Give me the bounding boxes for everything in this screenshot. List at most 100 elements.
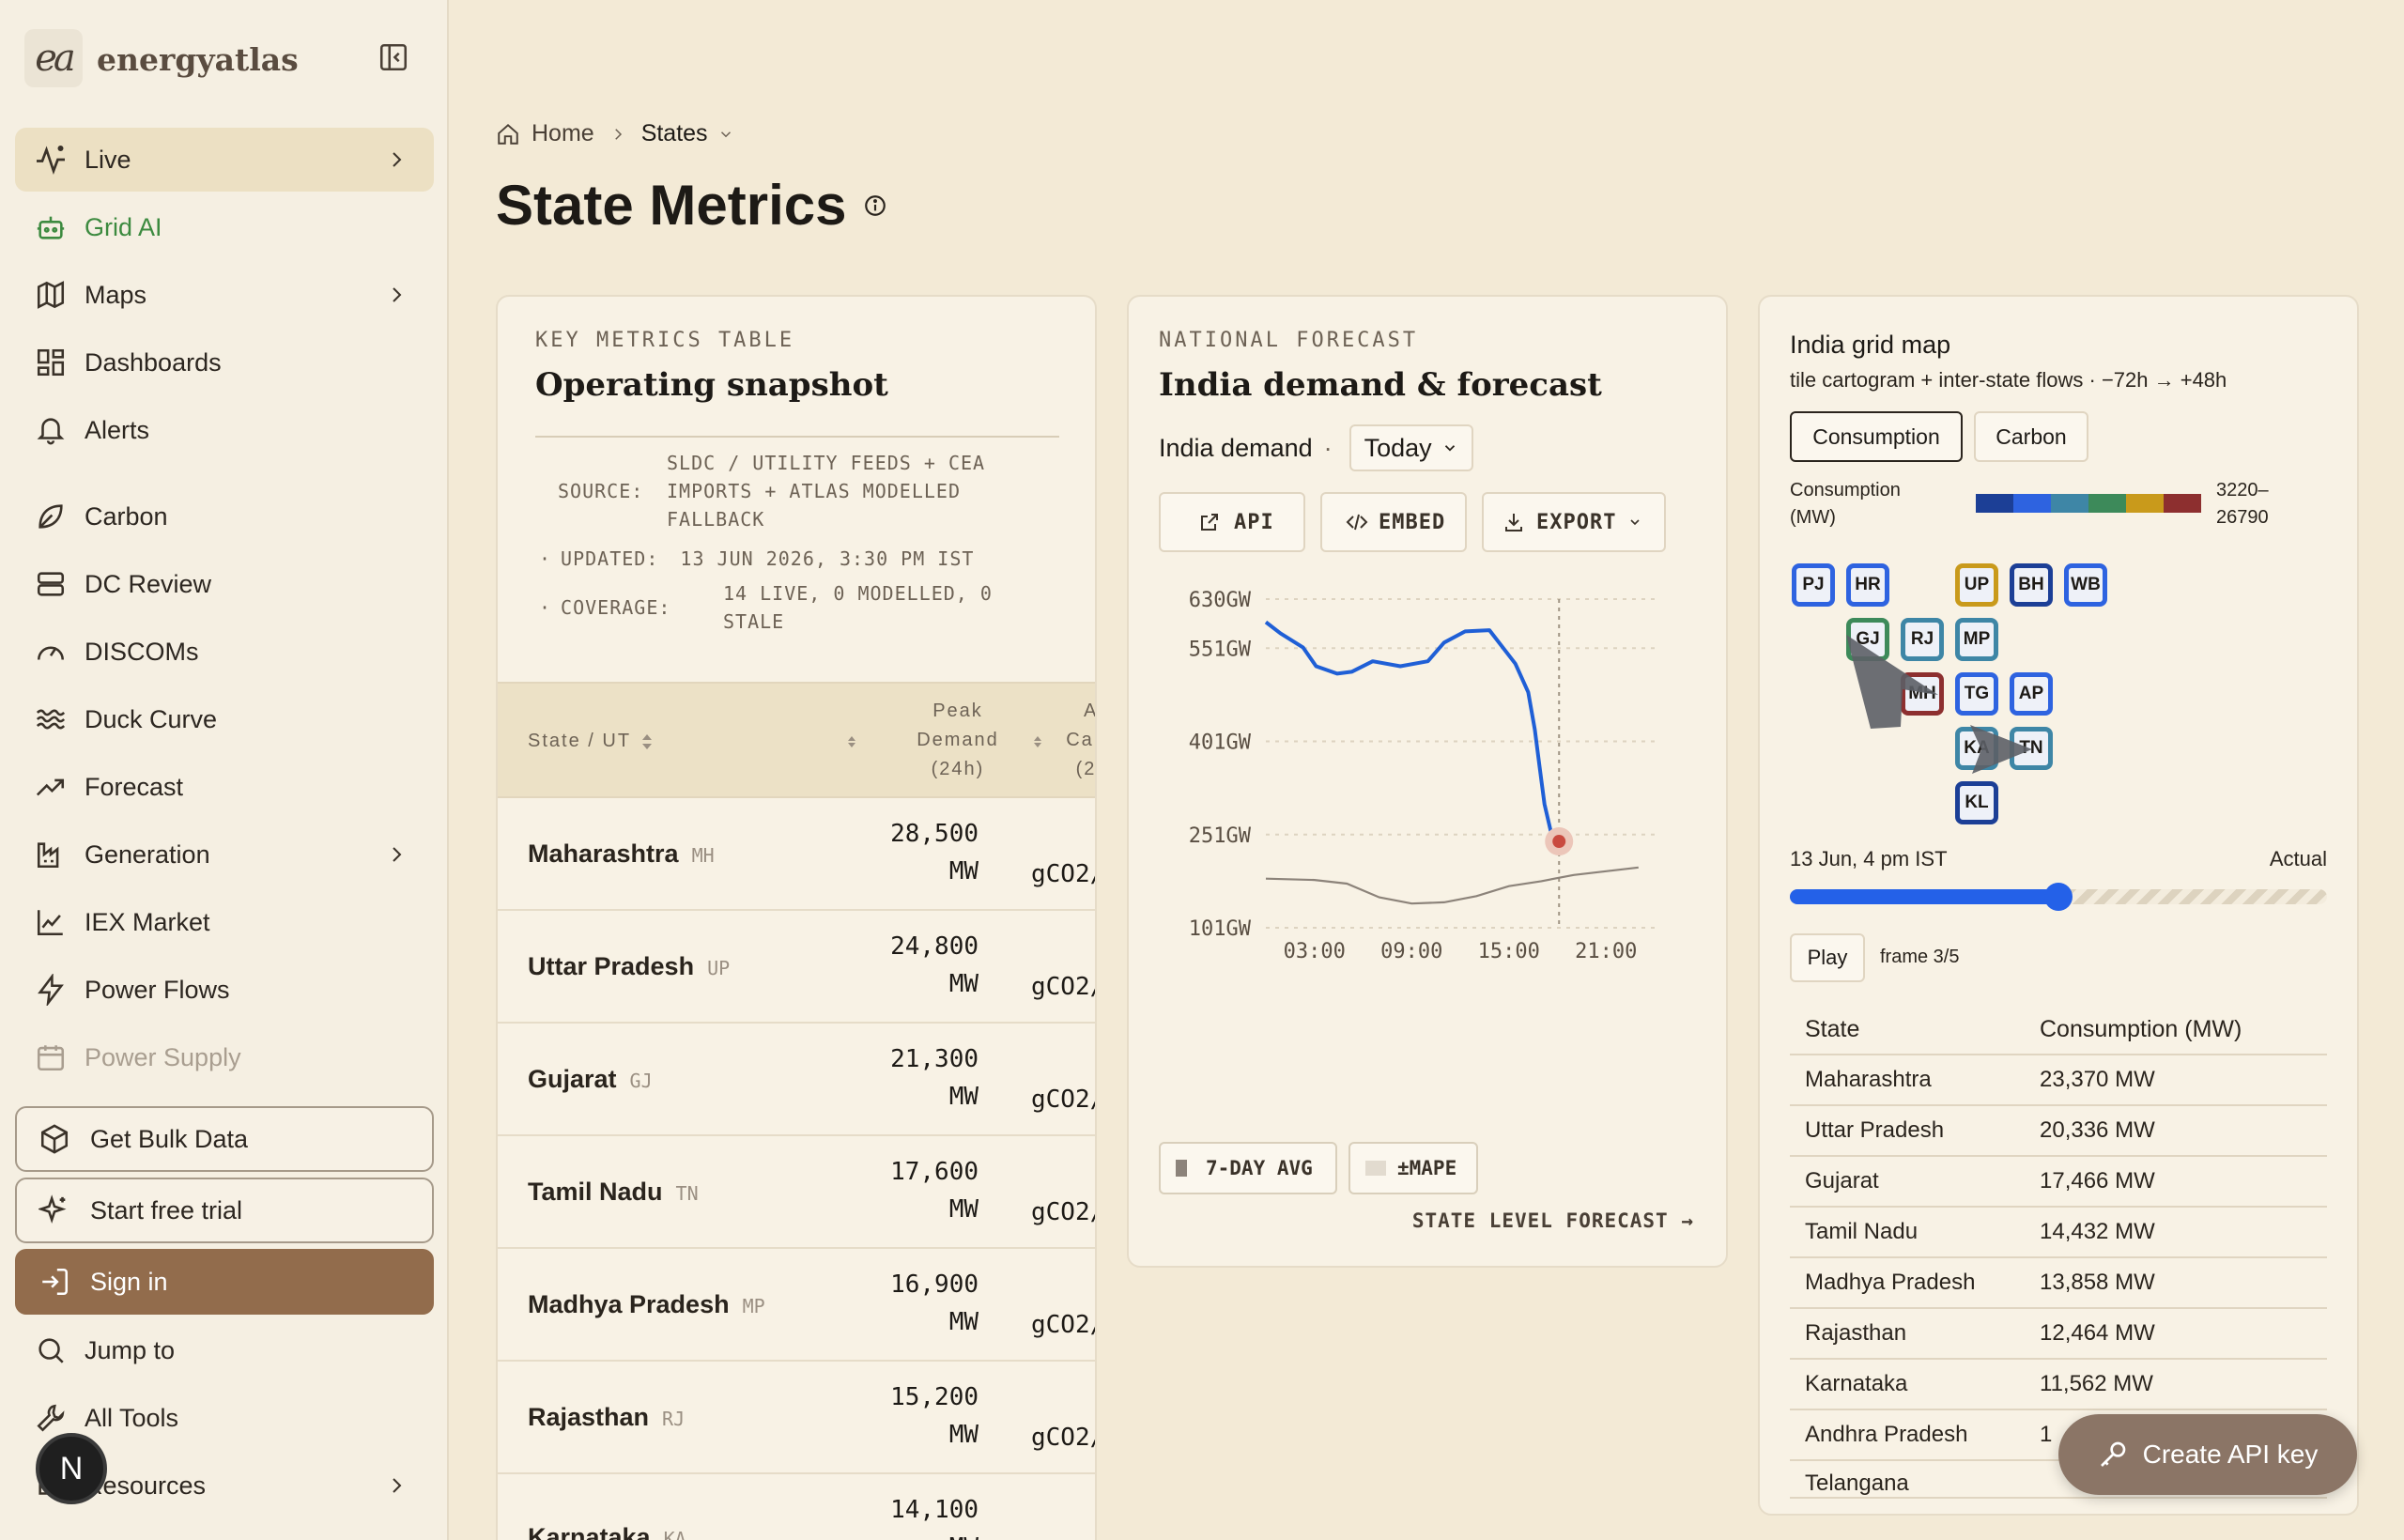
export-button[interactable]: EXPORT xyxy=(1482,492,1666,552)
tile-ap[interactable]: AP xyxy=(2010,672,2053,716)
sort-icon[interactable] xyxy=(847,734,856,749)
coverage-value: 14 LIVE, 0 MODELLED, 0 STALE xyxy=(723,582,993,633)
play-button[interactable]: Play xyxy=(1790,933,1865,982)
time-slider[interactable] xyxy=(1790,883,2327,911)
table-row[interactable]: Rajasthan 12,464 MW xyxy=(1790,1309,2327,1360)
tile-pj[interactable]: PJ xyxy=(1792,563,1835,607)
y-tick-label: 101GW xyxy=(1189,917,1252,941)
app-name[interactable]: energyatlas xyxy=(97,41,299,78)
tile-bh[interactable]: BH xyxy=(2010,563,2053,607)
sidebar-item-duck-curve[interactable]: Duck Curve xyxy=(15,687,434,751)
table-row[interactable]: Maharashtra 23,370 MW xyxy=(1790,1055,2327,1106)
carbon-toggle[interactable]: Carbon xyxy=(1974,411,2088,462)
column-peak-demand[interactable]: Peak Demand (24h) xyxy=(917,701,999,779)
sort-icon[interactable] xyxy=(640,732,654,751)
home-icon[interactable] xyxy=(496,122,520,146)
column-state[interactable]: State / UT xyxy=(528,727,654,756)
sidebar-item-discoms[interactable]: DISCOMs xyxy=(15,620,434,684)
sign-in-button[interactable]: Sign in xyxy=(15,1249,434,1315)
key-icon xyxy=(2098,1440,2128,1470)
collapse-sidebar-icon[interactable] xyxy=(378,41,409,73)
create-api-key-button[interactable]: Create API key xyxy=(2058,1414,2357,1495)
flow-arrows xyxy=(1846,635,2032,774)
tile-hr[interactable]: HR xyxy=(1846,563,1889,607)
tile-tn[interactable]: TN xyxy=(2010,727,2053,770)
sidebar-item-live[interactable]: Live xyxy=(15,128,434,192)
legend-swatch xyxy=(1365,1161,1386,1176)
table-row[interactable]: Karnataka 11,562 MW xyxy=(1790,1360,2327,1410)
card-eyebrow: KEY METRICS TABLE xyxy=(535,329,795,352)
calendar-icon xyxy=(32,1039,69,1076)
jump-to-button[interactable]: Jump to xyxy=(15,1318,434,1382)
sidebar-item-grid-ai[interactable]: Grid AI xyxy=(15,195,434,259)
start-free-trial-button[interactable]: Start free trial xyxy=(15,1178,434,1243)
consumption-toggle[interactable]: Consumption xyxy=(1790,411,1963,462)
table-row[interactable]: Madhya Pradesh 13,858 MW xyxy=(1790,1258,2327,1309)
scale-swatch xyxy=(2126,494,2164,513)
sidebar-item-maps[interactable]: Maps xyxy=(15,263,434,327)
sidebar-item-label: Forecast xyxy=(85,772,184,801)
sidebar-item-power-supply[interactable]: Power Supply xyxy=(15,1025,434,1089)
state-level-forecast-link[interactable]: STATE LEVEL FORECAST → xyxy=(1411,1209,1694,1232)
x-tick-label: 09:00 xyxy=(1380,940,1442,963)
scale-swatch xyxy=(2013,494,2051,513)
info-icon[interactable] xyxy=(863,193,887,218)
sidebar-item-carbon[interactable]: Carbon xyxy=(15,485,434,548)
tile-rj[interactable]: RJ xyxy=(1901,618,1944,661)
dashboard-icon xyxy=(32,344,69,381)
tile-mp[interactable]: MP xyxy=(1955,618,1998,661)
period-select[interactable]: Today xyxy=(1348,424,1473,471)
embed-button[interactable]: EMBED xyxy=(1320,492,1467,552)
all-tools-button[interactable]: All Tools xyxy=(15,1386,434,1450)
sidebar-item-iex-market[interactable]: IEX Market xyxy=(15,890,434,954)
login-icon xyxy=(36,1263,73,1301)
y-tick-label: 401GW xyxy=(1189,732,1252,755)
logo-mark[interactable]: ea xyxy=(24,29,83,87)
get-bulk-data-button[interactable]: Get Bulk Data xyxy=(15,1106,434,1172)
tile-kl[interactable]: KL xyxy=(1955,781,1998,824)
scale-range: 3220– 26790 xyxy=(2216,480,2269,528)
sidebar-item-forecast[interactable]: Forecast xyxy=(15,755,434,819)
sidebar-item-dc-review[interactable]: DC Review xyxy=(15,552,434,616)
tile-wb[interactable]: WB xyxy=(2064,563,2107,607)
demand-line xyxy=(1264,620,1561,843)
sidebar-item-label: Live xyxy=(85,145,131,174)
search-icon xyxy=(32,1332,69,1369)
seven-day-avg-line xyxy=(1265,866,1639,905)
forecast-chart: 630GW 551GW 401GW 251GW 101GW 03:00 09:00 15:0… xyxy=(1189,589,1655,963)
tile-tg[interactable]: TG xyxy=(1955,672,1998,716)
breadcrumb-states[interactable]: States xyxy=(640,120,708,146)
sort-icon[interactable] xyxy=(1033,734,1042,749)
flow-arrow xyxy=(1846,635,1938,729)
mape-toggle[interactable]: ±MAPE xyxy=(1348,1142,1478,1194)
card-title: India grid map xyxy=(1790,331,1951,359)
table-row[interactable]: Gujarat 17,466 MW xyxy=(1790,1157,2327,1208)
sidebar-item-generation[interactable]: Generation xyxy=(15,823,434,886)
table-row[interactable]: Tamil Nadu 14,432 MW xyxy=(1790,1208,2327,1258)
sidebar-item-dashboards[interactable]: Dashboards xyxy=(15,331,434,394)
chevron-down-icon[interactable] xyxy=(717,126,734,143)
sidebar-item-power-flows[interactable]: Power Flows xyxy=(15,958,434,1022)
table-row[interactable]: Telangana xyxy=(1790,1461,2327,1499)
sparkles-icon xyxy=(36,1192,73,1229)
user-avatar[interactable]: N xyxy=(36,1433,107,1504)
slider-thumb[interactable] xyxy=(2044,883,2073,911)
tile-up[interactable]: UP xyxy=(1955,563,1998,607)
x-tick-label: 21:00 xyxy=(1575,940,1637,963)
column-avg-carbon[interactable]: Avg Carbon (24h) xyxy=(1066,701,1097,779)
y-tick-label: 251GW xyxy=(1189,824,1252,848)
seven-day-avg-toggle[interactable]: 7-DAY AVG xyxy=(1159,1142,1337,1194)
sidebar-item-label: DISCOMs xyxy=(85,637,199,666)
table-row[interactable]: Uttar Pradesh 20,336 MW xyxy=(1790,1106,2327,1157)
sidebar-item-label: Generation xyxy=(85,839,210,869)
sidebar-item-alerts[interactable]: Alerts xyxy=(15,398,434,462)
api-button[interactable]: API xyxy=(1159,492,1305,552)
breadcrumb-home[interactable]: Home xyxy=(532,120,594,146)
